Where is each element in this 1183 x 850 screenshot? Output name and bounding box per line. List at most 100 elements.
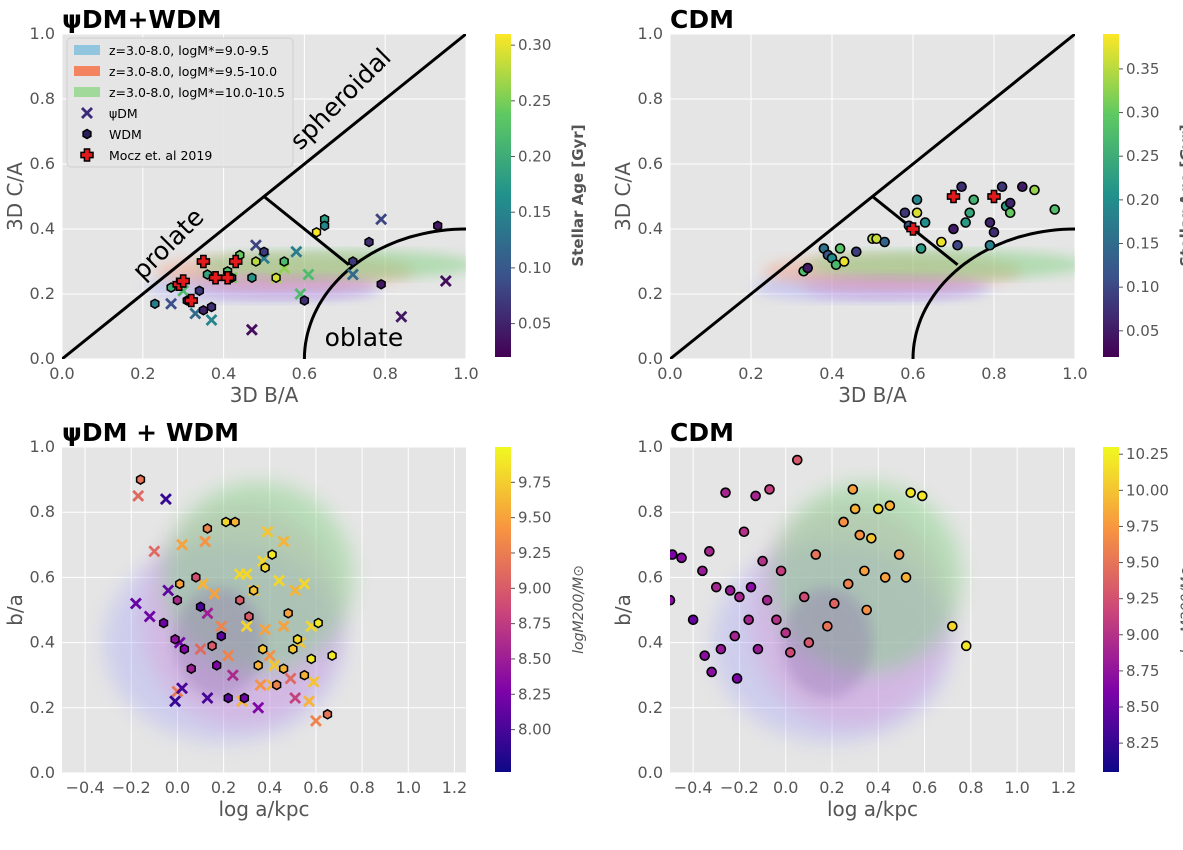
- x-tick-label: 1.0: [453, 364, 478, 383]
- wdm-point: [175, 578, 185, 590]
- cdm-point: [745, 581, 757, 593]
- psidm-point: [290, 245, 303, 258]
- y-tick-label: 1.0: [638, 24, 663, 43]
- x-marker-stroke: [346, 268, 359, 281]
- x-marker-stroke: [261, 525, 274, 538]
- cdm-point: [810, 549, 822, 560]
- colorbar-tick-label: 9.25: [1126, 590, 1159, 608]
- x-marker-stroke: [303, 695, 316, 708]
- cdm-point: [771, 614, 782, 626]
- y-tick-label: 0.6: [30, 154, 55, 173]
- x-marker-stroke: [215, 620, 228, 633]
- density-high-mass: [805, 249, 1075, 280]
- wdm-point: [179, 643, 190, 655]
- x-tick-label: 0.8: [372, 364, 397, 383]
- wdm-point: [170, 633, 180, 645]
- wdm-point: [260, 562, 270, 573]
- psidm-point: [289, 692, 302, 705]
- psidm-point: [277, 620, 290, 633]
- psidm-point: [194, 643, 207, 656]
- psidm-point: [222, 649, 235, 662]
- x-marker-stroke: [222, 649, 235, 662]
- cdm-point: [803, 637, 815, 648]
- wdm-point: [364, 236, 374, 248]
- x-tick-label: 0.4: [211, 364, 236, 383]
- cdm-point: [936, 236, 947, 248]
- colorbar-tick-label: 9.75: [1126, 517, 1159, 535]
- cdm-point: [952, 239, 963, 251]
- colorbar-tick-label: 0.20: [1126, 191, 1159, 209]
- cdm-point: [859, 565, 870, 577]
- psidm-point: [249, 239, 262, 252]
- x-tick-label: 0.2: [738, 364, 763, 383]
- psidm-point: [309, 714, 322, 727]
- cdm-point: [911, 207, 923, 219]
- x-tick-label: 0.8: [958, 778, 983, 797]
- psidm-point: [277, 535, 290, 548]
- legend-label: Mocz et. al 2019: [109, 148, 212, 163]
- y-tick-label: 1.0: [638, 437, 663, 456]
- x-marker-stroke: [375, 213, 388, 226]
- psidm-point: [189, 307, 202, 320]
- psidm-point: [375, 213, 388, 226]
- colorbar: 0.05 0.10 0.15 0.20 0.25 0.30 Stellar Age [Gyr…: [495, 34, 587, 357]
- cdm-point: [1004, 207, 1016, 219]
- x-axis-label: log a/kpc: [218, 797, 309, 821]
- cdm-point: [729, 630, 741, 642]
- x-tick-label: 0.4: [866, 778, 891, 797]
- wdm-point: [216, 630, 226, 642]
- x-marker-stroke: [194, 643, 207, 656]
- wdm-point: [191, 572, 201, 583]
- cdm-point: [670, 594, 676, 606]
- cdm-point: [968, 194, 980, 206]
- cdm-point: [750, 490, 761, 502]
- cdm-point: [884, 500, 896, 511]
- psidm-point: [208, 587, 221, 600]
- cdm-point: [988, 226, 1000, 238]
- x-marker-stroke: [240, 568, 253, 581]
- y-tick-label: 0.4: [638, 633, 663, 652]
- legend-box: [66, 37, 294, 168]
- y-tick-label: 0.4: [638, 219, 663, 238]
- series-plus: [906, 189, 1001, 236]
- cdm-point: [850, 246, 862, 258]
- psidm-point: [261, 525, 274, 538]
- cdm-point: [697, 565, 708, 577]
- x-marker-stroke: [176, 538, 189, 551]
- psidm-point: [245, 323, 258, 336]
- colorbar: 8.00 8.25 8.50 8.75 9.00 9.25 9.50 9.75 logM200/…: [495, 447, 587, 772]
- cdm-point: [752, 643, 764, 655]
- cdm-point: [919, 217, 931, 228]
- wdm-point: [206, 301, 217, 313]
- x-marker-stroke: [132, 489, 145, 502]
- legend-label: z=3.0-8.0, logM*=10.0-10.5: [109, 85, 285, 100]
- colorbar-tick-label: 0.10: [518, 259, 551, 277]
- cdm-point: [899, 207, 911, 219]
- x-marker-stroke: [290, 245, 303, 258]
- cdm-point: [764, 484, 775, 495]
- wdm-point: [172, 594, 183, 606]
- x-marker-stroke: [298, 577, 311, 590]
- x-marker-stroke: [249, 239, 262, 252]
- x-marker-stroke: [302, 268, 315, 281]
- x-marker-stroke: [273, 574, 285, 587]
- wdm-point: [135, 474, 146, 485]
- wdm-point: [292, 633, 303, 645]
- colorbar-label: logM200/M⊙: [571, 565, 587, 654]
- scatter-tr: [798, 181, 1061, 277]
- legend-plus-marker: [80, 148, 94, 162]
- cdm-point: [699, 650, 711, 661]
- legend-swatch: [74, 45, 100, 55]
- colorbar-tick-label: 0.05: [518, 315, 551, 333]
- x-marker-stroke: [201, 607, 214, 620]
- cdm-point: [798, 591, 810, 603]
- mocz-point: [196, 254, 211, 269]
- cdm-point: [960, 217, 971, 228]
- cdm-point: [872, 503, 884, 515]
- cdm-point: [916, 490, 928, 502]
- legend-hex-marker: [82, 128, 92, 140]
- cdm-point: [802, 262, 814, 274]
- cdm-point: [984, 239, 996, 251]
- legend-label: z=3.0-8.0, logM*=9.0-9.5: [109, 43, 269, 58]
- legend-label: ψDM: [109, 106, 138, 121]
